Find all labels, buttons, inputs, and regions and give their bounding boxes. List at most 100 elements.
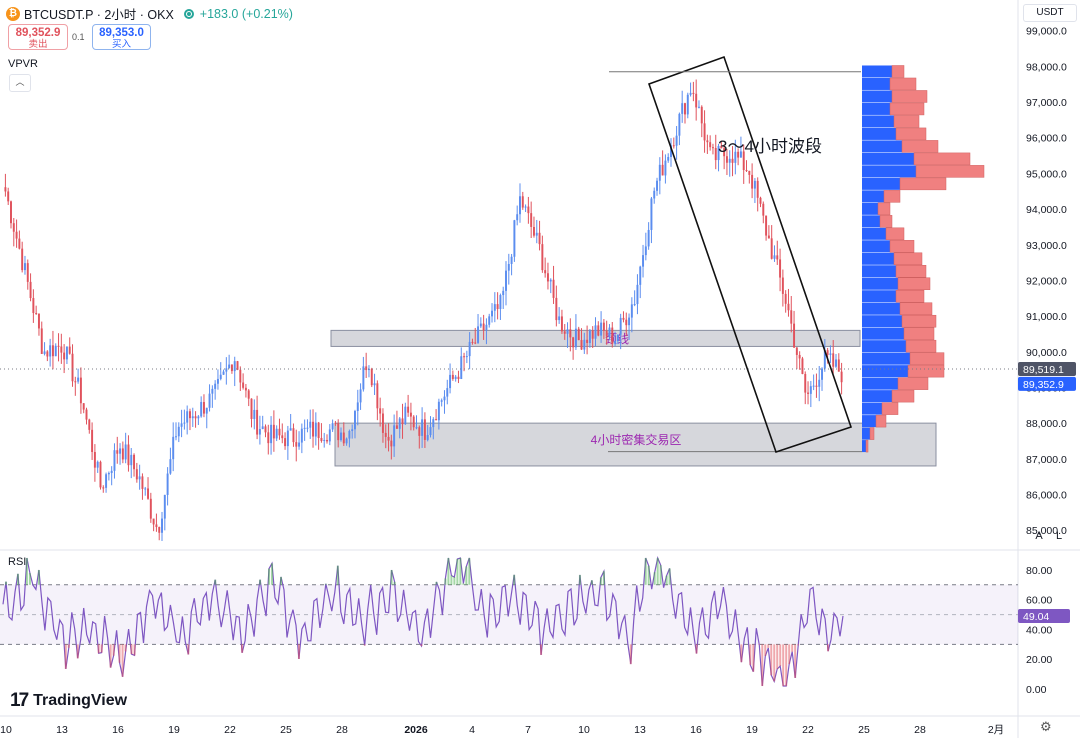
candle-body bbox=[91, 429, 94, 453]
candle-body bbox=[244, 387, 247, 391]
candle-body bbox=[222, 371, 225, 375]
candle-body bbox=[23, 263, 26, 271]
candle-body bbox=[412, 416, 415, 428]
buy-button[interactable]: 89,353.0 买入 bbox=[92, 24, 151, 50]
vpvr-bar-down bbox=[875, 414, 887, 428]
candle-body bbox=[672, 145, 675, 147]
candle-body bbox=[116, 450, 119, 454]
candle-body bbox=[488, 316, 491, 325]
candle-body bbox=[636, 284, 639, 305]
candle-body bbox=[79, 377, 82, 404]
candle-body bbox=[745, 170, 748, 172]
candle-body bbox=[614, 340, 617, 344]
vpvr-bar-up bbox=[862, 90, 892, 103]
candle-body bbox=[77, 377, 80, 382]
vpvr-bar-down bbox=[895, 289, 925, 303]
candle-body bbox=[306, 427, 309, 429]
candle-body bbox=[393, 425, 396, 447]
vpvr-bar-up bbox=[862, 65, 892, 78]
time-tick-label: 22 bbox=[802, 724, 814, 736]
settings-gear-icon[interactable]: ⚙ bbox=[1040, 719, 1052, 734]
candle-body bbox=[93, 452, 96, 468]
candle-body bbox=[588, 330, 591, 343]
vpvr-bar-up bbox=[862, 352, 910, 365]
candle-body bbox=[586, 339, 589, 343]
time-tick-label: 16 bbox=[112, 724, 124, 736]
candle-body bbox=[770, 238, 773, 259]
wave-label: 3～4小时波段 bbox=[718, 137, 822, 156]
price-tick-label: 86,000.0 bbox=[1026, 489, 1067, 501]
candle-body bbox=[773, 255, 776, 259]
candle-body bbox=[697, 106, 700, 108]
candle-body bbox=[759, 197, 762, 204]
candle-body bbox=[753, 180, 756, 189]
candle-body bbox=[15, 231, 18, 239]
time-tick-label: 28 bbox=[336, 724, 348, 736]
candle-body bbox=[686, 94, 689, 115]
candle-body bbox=[728, 158, 731, 163]
currency-selector[interactable]: USDT bbox=[1023, 4, 1077, 22]
candle-body bbox=[465, 356, 468, 358]
vpvr-bar-down bbox=[869, 427, 875, 440]
auto-scale-button[interactable]: A bbox=[1035, 530, 1043, 542]
candle-body bbox=[323, 439, 326, 441]
candle-body bbox=[247, 390, 250, 399]
candle-body bbox=[264, 426, 267, 433]
candle-body bbox=[214, 383, 217, 389]
collapse-indicator-button[interactable]: ︿ bbox=[9, 74, 31, 92]
candle-body bbox=[552, 279, 555, 298]
candle-body bbox=[37, 313, 40, 329]
candle-body bbox=[725, 156, 728, 163]
candle-body bbox=[35, 313, 38, 315]
symbol-title[interactable]: BTCUSDT.P · 2小时 · OKX bbox=[24, 8, 174, 22]
candle-body bbox=[496, 304, 499, 310]
time-tick-label: 25 bbox=[280, 724, 292, 736]
dense-zone-label: 4小时密集交易区 bbox=[591, 432, 682, 447]
candle-body bbox=[415, 427, 418, 429]
candle-body bbox=[138, 476, 141, 480]
vpvr-bar-down bbox=[895, 265, 927, 278]
candle-body bbox=[563, 331, 566, 334]
vpvr-bar-up bbox=[862, 290, 896, 303]
candle-body bbox=[700, 106, 703, 124]
candle-body bbox=[202, 402, 205, 414]
candle-body bbox=[191, 416, 194, 419]
vpvr-bar-up bbox=[862, 377, 898, 390]
candle-body bbox=[684, 103, 686, 115]
candle-body bbox=[594, 325, 597, 339]
rsi-label[interactable]: RSI bbox=[8, 556, 27, 568]
vpvr-label[interactable]: VPVR bbox=[8, 58, 38, 70]
candle-body bbox=[675, 135, 678, 146]
candle-body bbox=[446, 388, 449, 397]
log-scale-button[interactable]: L bbox=[1055, 530, 1063, 542]
time-tick-label: 10 bbox=[578, 724, 590, 736]
candle-body bbox=[373, 383, 376, 386]
candle-body bbox=[228, 364, 231, 369]
candle-body bbox=[737, 151, 740, 158]
candle-body bbox=[110, 470, 113, 474]
candle-body bbox=[395, 425, 398, 429]
candle-body bbox=[261, 426, 264, 430]
candle-body bbox=[133, 454, 136, 470]
candle-body bbox=[398, 418, 401, 429]
candle-body bbox=[647, 229, 650, 247]
sell-button[interactable]: 89,352.9 卖出 bbox=[8, 24, 68, 50]
candle-body bbox=[505, 270, 507, 291]
candle-body bbox=[628, 317, 631, 326]
candle-body bbox=[342, 432, 345, 444]
candle-body bbox=[194, 416, 197, 419]
candle-body bbox=[507, 263, 510, 271]
vpvr-bar-up bbox=[862, 277, 898, 290]
vpvr-bar-down bbox=[889, 102, 925, 116]
candle-body bbox=[289, 428, 292, 431]
candle-body bbox=[163, 494, 166, 519]
time-tick-label: 28 bbox=[914, 724, 926, 736]
candle-body bbox=[348, 430, 351, 439]
candle-body bbox=[149, 498, 152, 519]
candle-body bbox=[320, 437, 323, 441]
spread-value: 0.1 bbox=[72, 32, 85, 42]
candle-body bbox=[477, 326, 480, 343]
price-tick-label: 96,000.0 bbox=[1026, 133, 1067, 145]
candle-body bbox=[449, 374, 452, 389]
